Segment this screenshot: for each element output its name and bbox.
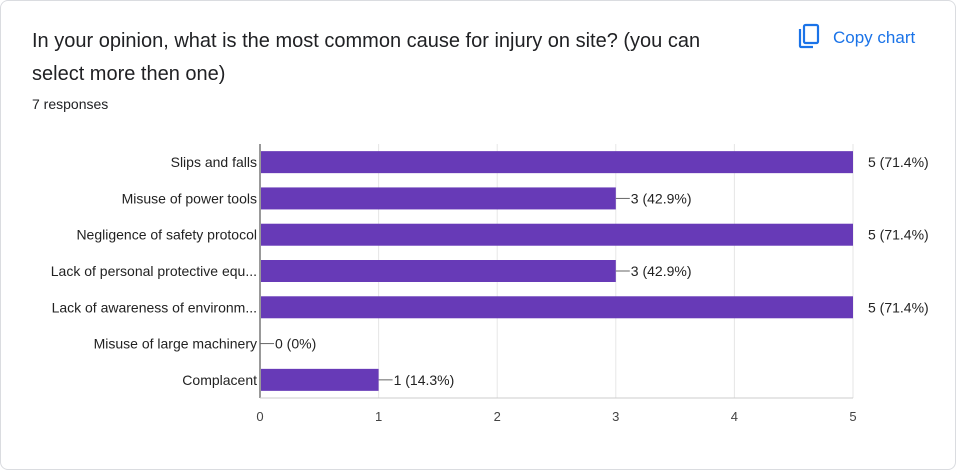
x-tick-label: 1 (375, 409, 382, 424)
x-tick-label: 3 (612, 409, 619, 424)
category-label: Slips and falls (171, 154, 257, 170)
category-label: Misuse of power tools (122, 190, 257, 206)
question-title: In your opinion, what is the most common… (32, 30, 701, 85)
copy-chart-label: Copy chart (833, 28, 916, 47)
bar[interactable] (261, 260, 616, 282)
category-label: Lack of awareness of environm... (52, 299, 257, 315)
labels: 0 1 2 3 4 5 Slips and falls 5 (71.4%) Misuse of … (51, 154, 929, 424)
category-label: Complacent (182, 372, 257, 388)
bar[interactable] (261, 296, 853, 319)
value-label: 5 (71.4%) (868, 299, 929, 315)
x-tick-label: 2 (494, 409, 501, 424)
bar[interactable] (261, 151, 853, 174)
value-label: 0 (0%) (275, 336, 316, 352)
x-tick-label: 4 (731, 409, 738, 424)
category-label: Misuse of large machinery (94, 336, 257, 352)
value-label: 5 (71.4%) (868, 227, 929, 243)
copy-icon (797, 23, 833, 54)
value-label: 3 (42.9%) (631, 263, 692, 279)
category-label: Lack of personal protective equ... (51, 263, 257, 279)
bar[interactable] (261, 187, 616, 210)
copy-chart-button[interactable]: Copy chart (791, 21, 921, 55)
x-tick-label: 0 (256, 409, 263, 424)
x-tick-label: 5 (849, 409, 856, 424)
bar[interactable] (261, 223, 853, 246)
value-label: 1 (14.3%) (394, 372, 455, 388)
value-label: 3 (42.9%) (631, 190, 692, 206)
response-count: 7 responses (32, 96, 109, 112)
category-label: Negligence of safety protocol (76, 227, 257, 243)
bar[interactable] (261, 368, 379, 391)
value-label: 5 (71.4%) (868, 154, 929, 170)
bars (261, 151, 853, 391)
